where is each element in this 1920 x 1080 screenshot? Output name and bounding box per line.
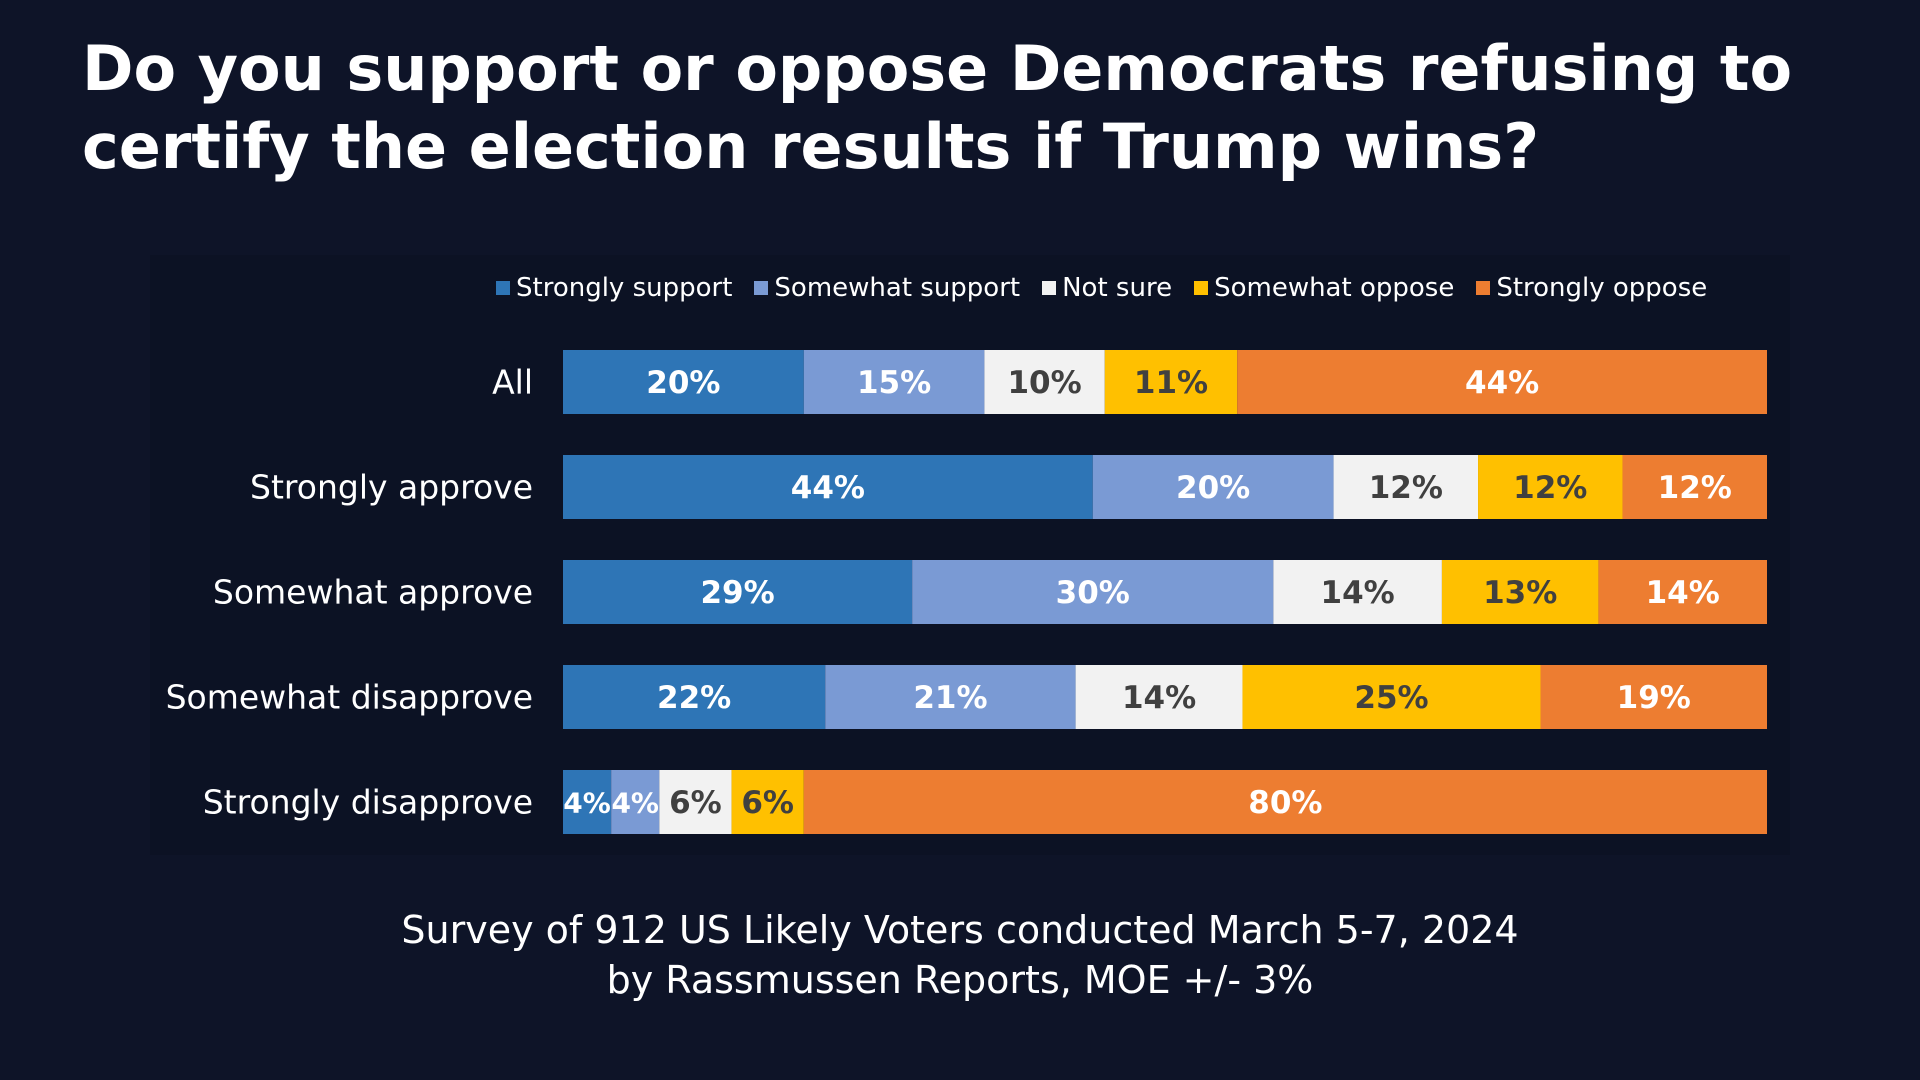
footnote-line-2: by Rassmussen Reports, MOE +/- 3%: [606, 958, 1314, 1002]
bar-segment: [825, 665, 1076, 729]
data-label: 10%: [1007, 365, 1081, 401]
bar-segment: [1333, 455, 1479, 519]
bar-segment: [803, 350, 985, 414]
legend-label: Strongly support: [516, 273, 733, 303]
data-label: 25%: [1354, 680, 1428, 716]
category-label: Somewhat disapprove: [166, 678, 533, 717]
footnote-line-1: Survey of 912 US Likely Voters conducted…: [401, 908, 1519, 952]
data-label: 30%: [1056, 575, 1130, 611]
legend-label: Not sure: [1062, 273, 1173, 303]
legend-item: Somewhat support: [754, 273, 1020, 303]
data-label: 19%: [1617, 680, 1691, 716]
legend-swatch: [1476, 281, 1491, 295]
data-label: 44%: [791, 470, 865, 506]
chart-legend: Strongly support Somewhat support Not sure…: [496, 268, 1729, 308]
survey-footnote: Survey of 912 US Likely Voters conducted…: [260, 905, 1660, 1005]
bar-segment: [1598, 560, 1767, 624]
legend-label: Somewhat oppose: [1214, 273, 1455, 303]
bar-segment: [563, 350, 804, 414]
data-label: 20%: [646, 365, 720, 401]
category-label: All: [492, 363, 533, 402]
data-label: 12%: [1513, 470, 1587, 506]
data-label: 14%: [1646, 575, 1720, 611]
bar-segment: [659, 770, 732, 834]
data-label: 80%: [1248, 785, 1322, 821]
bar-segment: [1540, 665, 1767, 729]
bar-segment: [1242, 665, 1541, 729]
bar-segment: [1075, 665, 1243, 729]
legend-swatch: [754, 281, 769, 295]
data-label: 12%: [1369, 470, 1443, 506]
bar-segment: [912, 560, 1274, 624]
data-label: 6%: [669, 785, 722, 821]
data-label: 29%: [700, 575, 774, 611]
bar-segment: [1273, 560, 1442, 624]
legend-label: Strongly oppose: [1496, 273, 1708, 303]
bar-segment: [563, 455, 1093, 519]
data-label: 15%: [857, 365, 931, 401]
data-label: 4%: [611, 787, 659, 820]
category-label: Strongly approve: [250, 468, 533, 507]
legend-label: Somewhat support: [774, 273, 1021, 303]
data-label: 22%: [657, 680, 731, 716]
data-label: 20%: [1176, 470, 1250, 506]
bar-segment: [611, 770, 660, 834]
bar-segment: [563, 665, 826, 729]
legend-item: Somewhat oppose: [1194, 273, 1454, 303]
bar-segment: [1237, 350, 1767, 414]
bar-segment: [1104, 350, 1238, 414]
bar-segment: [1478, 455, 1623, 519]
bar-segment: [563, 770, 612, 834]
data-label: 14%: [1321, 575, 1395, 611]
legend-swatch: [1042, 281, 1057, 295]
data-label: 12%: [1658, 470, 1732, 506]
bar-segment: [1441, 560, 1599, 624]
bar-segment: [1622, 455, 1767, 519]
data-label: 13%: [1483, 575, 1557, 611]
legend-swatch: [496, 281, 510, 295]
bar-segment: [984, 350, 1105, 414]
bar-segment: [563, 560, 913, 624]
data-label: 4%: [563, 787, 611, 820]
legend-item: Strongly oppose: [1476, 273, 1707, 303]
legend-item: Strongly support: [496, 273, 732, 303]
data-label: 44%: [1465, 365, 1539, 401]
data-label: 21%: [913, 680, 987, 716]
legend-item: Not sure: [1042, 273, 1172, 303]
data-label: 6%: [741, 785, 794, 821]
legend-swatch: [1194, 281, 1209, 295]
bar-segment: [803, 770, 1767, 834]
chart-title: Do you support or oppose Democrats refus…: [82, 32, 1793, 183]
bar-segment: [731, 770, 804, 834]
category-label: Strongly disapprove: [203, 783, 533, 822]
data-label: 14%: [1122, 680, 1196, 716]
data-label: 11%: [1134, 365, 1208, 401]
category-label: Somewhat approve: [213, 573, 533, 612]
bar-segment: [1092, 455, 1334, 519]
